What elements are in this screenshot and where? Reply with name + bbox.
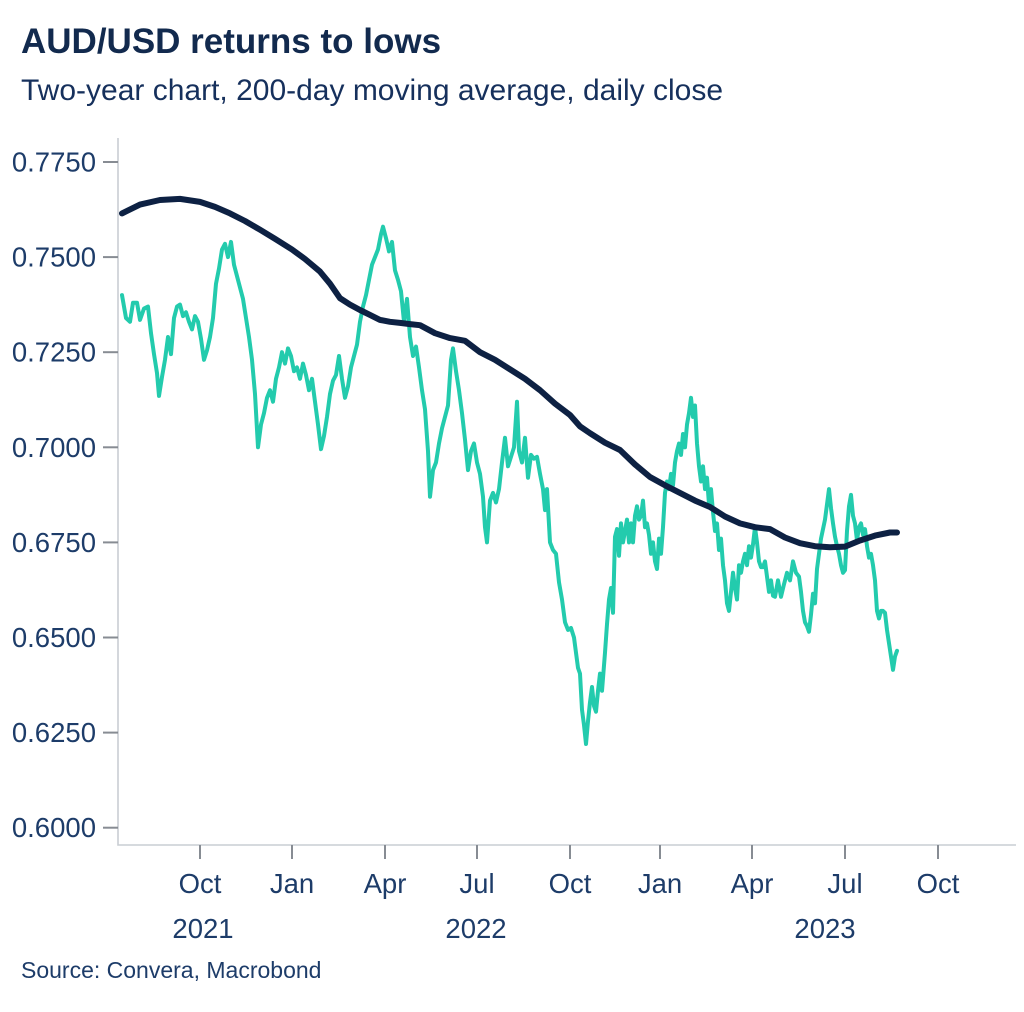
y-tick-label: 0.6750: [12, 527, 96, 558]
x-tick-label: Jul: [827, 868, 862, 899]
x-tick-label: Oct: [549, 868, 592, 899]
x-tick-label: Jan: [270, 868, 314, 899]
x-tick-label: Apr: [364, 868, 407, 899]
chart-subtitle: Two-year chart, 200-day moving average, …: [21, 74, 724, 107]
y-tick-label: 0.7750: [12, 147, 96, 178]
source-note: Source: Convera, Macrobond: [21, 957, 322, 983]
x-tick-label: Oct: [917, 868, 960, 899]
y-tick-label: 0.6000: [12, 812, 96, 843]
y-tick-label: 0.7500: [12, 242, 96, 273]
moving-average-line: [119, 195, 900, 551]
y-tick-label: 0.7000: [12, 432, 96, 463]
x-tick-label: Jul: [459, 868, 494, 899]
daily-close-line: [120, 224, 899, 746]
y-tick-label: 0.6500: [12, 622, 96, 653]
year-label: 2022: [445, 913, 506, 944]
axis-frame: [117, 138, 1016, 846]
y-tick-label: 0.6250: [12, 717, 96, 748]
year-label: 2021: [172, 913, 233, 944]
page-title: AUD/USD returns to lows: [21, 22, 442, 61]
x-tick-label: Oct: [179, 868, 222, 899]
year-label: 2023: [794, 913, 855, 944]
x-tick-label: Jan: [638, 868, 682, 899]
y-tick-label: 0.7250: [12, 337, 96, 368]
x-tick-label: Apr: [731, 868, 774, 899]
